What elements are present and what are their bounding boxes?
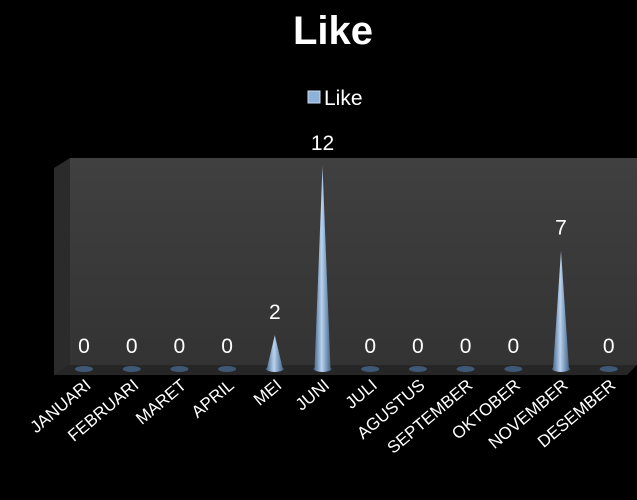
cone-base — [504, 366, 523, 372]
legend: Like — [307, 87, 363, 110]
x-tick-label: JUNI — [292, 376, 333, 415]
cone-base — [218, 366, 237, 372]
data-label: 0 — [507, 335, 519, 358]
plot-area — [54, 158, 637, 375]
data-label: 0 — [174, 335, 186, 358]
bar-cone — [266, 335, 283, 372]
chart-title: Like — [293, 9, 373, 53]
cone-base — [75, 366, 93, 372]
cone-base — [599, 366, 618, 372]
data-label: 7 — [555, 217, 567, 240]
floor — [54, 365, 637, 375]
data-label: 0 — [460, 335, 472, 358]
back-wall — [70, 158, 637, 365]
series-like — [75, 166, 618, 372]
data-label: 2 — [269, 301, 281, 324]
cone-base — [456, 366, 475, 372]
bar-cone — [314, 166, 331, 372]
data-labels: 0 0 0 0 2 12 0 0 0 0 7 0 — [78, 132, 614, 358]
cone-base — [122, 366, 141, 372]
data-label: 0 — [221, 335, 233, 358]
bar-cone — [553, 250, 569, 372]
data-label: 0 — [78, 335, 90, 358]
data-label: 0 — [603, 335, 615, 358]
legend-swatch — [307, 90, 321, 104]
x-tick-label: MEI — [250, 376, 285, 410]
x-tick-label: APRIL — [188, 376, 238, 422]
side-wall — [54, 158, 70, 375]
cone-base — [361, 366, 380, 372]
data-label: 0 — [364, 335, 376, 358]
data-label: 12 — [311, 132, 334, 155]
x-tick-label: MARET — [132, 376, 190, 429]
x-tick-label: JULI — [342, 376, 381, 413]
legend-label: Like — [324, 87, 363, 110]
cone-base — [408, 366, 427, 372]
data-label: 0 — [126, 335, 138, 358]
data-label: 0 — [412, 335, 424, 358]
cone-base — [170, 366, 189, 372]
